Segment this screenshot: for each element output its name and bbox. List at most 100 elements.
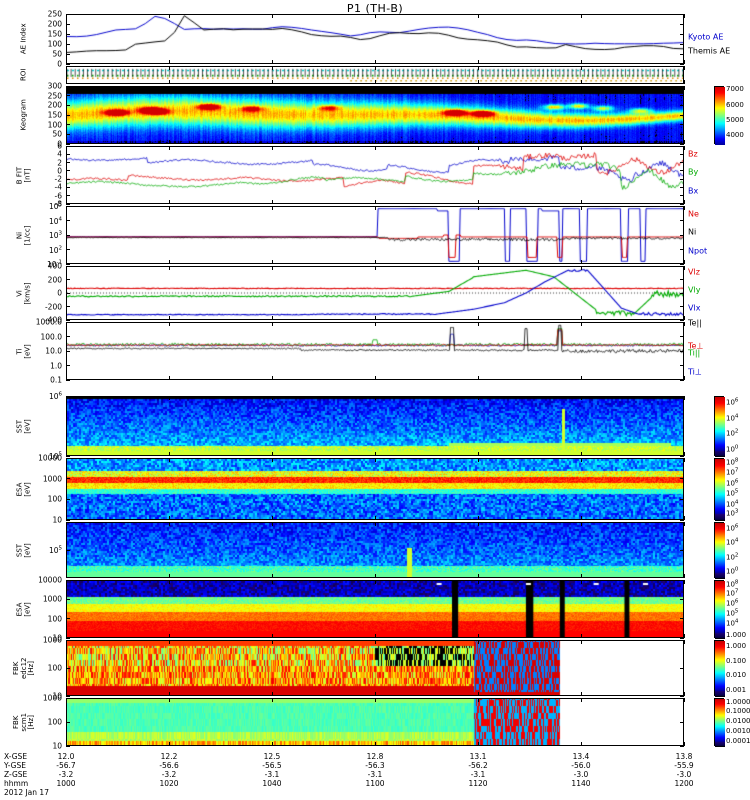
xaxis-value-hhmm-2: 1040 (262, 779, 282, 788)
cbtick-esa-electron-colorbar: 105 (726, 488, 739, 498)
cbtick-fbk-scm1-colorbar: 1.0000 (726, 697, 750, 706)
panel-ae-index (66, 14, 684, 64)
cbtick-fbk-scm1-colorbar: 0.0100 (726, 717, 750, 726)
xaxis-label-z-gse: Z-GSE (4, 770, 28, 779)
series-label-b-fit-0: Bz (688, 149, 698, 159)
ytick-b-fit: -2 (54, 174, 62, 184)
ytick-fbk-scm1: 10 (52, 741, 62, 751)
series-label-ni-density-0: Ne (688, 209, 699, 219)
xaxis-value-hhmm-6: 1200 (674, 779, 694, 788)
ytick-esa-ion: 1000 (42, 594, 62, 604)
ytick-b-fit: -8 (54, 199, 62, 209)
xaxis-value-y-gse-3: -56.3 (365, 761, 385, 770)
cbtick-fbk-scm1-colorbar: 0.0001 (726, 737, 750, 746)
cbtick-fbk-scm1-colorbar: 0.0010 (726, 726, 750, 735)
fbk-edc12-colorbar (714, 640, 725, 697)
cbtick-fbk-scm1-colorbar: 0.1000 (726, 707, 750, 716)
cbtick-esa-electron-colorbar: 104 (726, 499, 739, 509)
cbtick-esa-ion-colorbar: 106 (726, 598, 739, 608)
ytick-ae-index: 250 (47, 9, 62, 19)
ytick-esa-electron: 100 (47, 494, 62, 504)
fbk-scm1-colorbar (714, 698, 725, 747)
xaxis-value-x-gse-4: 13.1 (469, 752, 487, 761)
ytick-ti-temperature: 0.1 (50, 375, 62, 385)
series-label-b-fit-2: Bx (688, 186, 699, 196)
ytick-ae-index: 100 (47, 39, 62, 49)
xaxis-value-x-gse-5: 13.4 (572, 752, 590, 761)
ytick-fbk-edc12: 1000 (42, 635, 62, 645)
ytick-b-fit: -6 (54, 191, 62, 201)
ytick-fbk-scm1: 100 (47, 717, 62, 727)
ytick-vi-velocity: 400 (47, 261, 62, 271)
panel-roi (66, 66, 684, 84)
xaxis-value-y-gse-2: -56.5 (262, 761, 282, 770)
esa-ion-colorbar (714, 580, 725, 639)
panel-ti-temperature (66, 322, 684, 380)
cbtick-esa-electron-colorbar: 106 (726, 478, 739, 488)
series-label-ae-index-1: Themis AE (688, 46, 731, 56)
ytick-ni-density: 102 (48, 244, 62, 255)
panel-fbk-edc12 (66, 640, 684, 696)
cbtick-fbk-edc12-colorbar: 0.010 (726, 671, 747, 680)
ytick-esa-electron: 1000 (42, 474, 62, 484)
cbtick-esa-electron-colorbar: 107 (726, 467, 739, 477)
xaxis-value-hhmm-4: 1120 (468, 779, 488, 788)
xaxis-date: 2012 Jan 17 (4, 788, 49, 797)
ytick-keogram: 50 (52, 129, 62, 139)
ytick-b-fit: 0 (57, 166, 62, 176)
xaxis-value-y-gse-1: -56.6 (159, 761, 179, 770)
panel-label-sst-electron: SST [eV] (15, 418, 32, 434)
panel-esa-ion (66, 580, 684, 638)
panel-esa-electron (66, 458, 684, 520)
ytick-esa-ion: 10 (52, 633, 62, 643)
series-label-vi-velocity-0: Vlz (688, 267, 700, 277)
ytick-vi-velocity: -200 (44, 302, 62, 311)
cbtick-esa-electron-colorbar: 108 (726, 457, 739, 467)
panel-ni-density (66, 206, 684, 264)
ytick-esa-electron: 10000 (38, 453, 62, 463)
xaxis-value-hhmm-5: 1140 (571, 779, 591, 788)
xaxis-value-y-gse-5: -56.0 (571, 761, 591, 770)
ytick-ti-temperature: 100.0 (40, 332, 62, 341)
cbtick-keogram-colorbar: 4000 (726, 130, 744, 139)
ytick-b-fit: 4 (57, 149, 62, 159)
cbtick-esa-ion-colorbar: 104 (726, 618, 739, 628)
xaxis-value-z-gse-0: -3.2 (58, 770, 74, 779)
xaxis-value-x-gse-1: 12.2 (160, 752, 178, 761)
xaxis-value-hhmm-3: 1100 (365, 779, 385, 788)
page-title: P1 (TH-B) (346, 2, 404, 15)
xaxis-value-z-gse-5: -3.0 (573, 770, 589, 779)
ytick-esa-ion: 100 (47, 614, 62, 624)
esa-electron-colorbar (714, 458, 725, 521)
cbtick-fbk-edc12-colorbar: 0.100 (726, 656, 747, 665)
xaxis-label-x-gse: X-GSE (4, 752, 28, 761)
xaxis-value-y-gse-6: -55.9 (674, 761, 694, 770)
sst-ion-colorbar (714, 522, 725, 579)
ytick-keogram: 250 (47, 91, 62, 101)
xaxis-value-z-gse-1: -3.2 (161, 770, 177, 779)
xaxis-value-x-gse-2: 12.5 (263, 752, 281, 761)
cbtick-sst-electron-colorbar: 104 (726, 412, 739, 423)
ytick-keogram: 0 (57, 139, 62, 149)
cbtick-keogram-colorbar: 7000 (726, 85, 744, 94)
cbtick-esa-ion-colorbar: 1.000 (726, 630, 747, 639)
ytick-vi-velocity: 0 (57, 288, 62, 298)
series-label-b-fit-1: By (688, 167, 699, 177)
series-label-vi-velocity-1: Vly (688, 285, 701, 295)
ytick-keogram: 300 (47, 81, 62, 91)
ytick-ti-temperature: 1000.0 (35, 317, 62, 327)
ytick-esa-electron: 10 (52, 515, 62, 525)
ytick-sst-ion: 105 (48, 545, 62, 555)
xaxis-label-y-gse: Y-GSE (4, 761, 26, 770)
panel-vi-velocity (66, 266, 684, 320)
ytick-ni-density: 104 (48, 215, 62, 226)
ytick-sst-electron: 105 (48, 451, 62, 461)
ytick-sst-electron: 106 (48, 391, 62, 401)
ytick-ae-index: 0 (57, 59, 62, 69)
xaxis-value-z-gse-3: -3.1 (367, 770, 383, 779)
ytick-b-fit: -4 (54, 182, 62, 192)
xaxis-value-x-gse-3: 12.8 (366, 752, 384, 761)
panel-sst-ion (66, 522, 684, 578)
cbtick-esa-ion-colorbar: 107 (726, 588, 739, 598)
